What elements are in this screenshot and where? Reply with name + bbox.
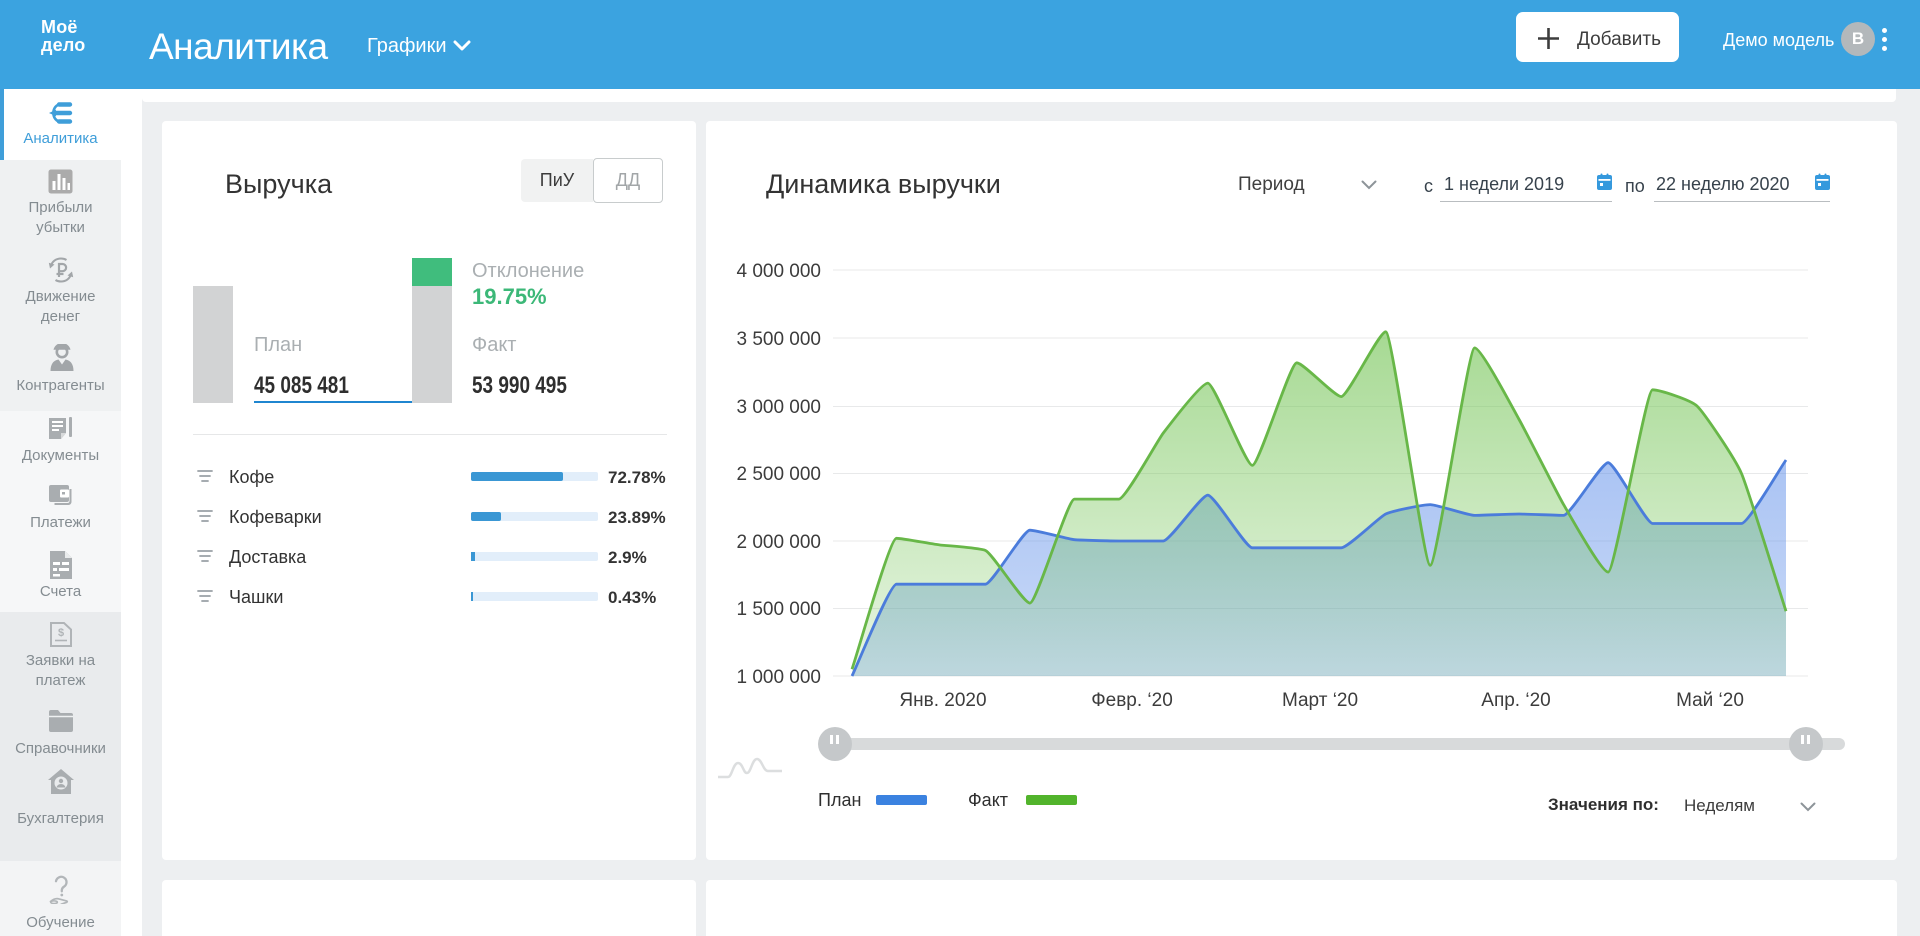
svg-text:$: $: [58, 627, 64, 639]
